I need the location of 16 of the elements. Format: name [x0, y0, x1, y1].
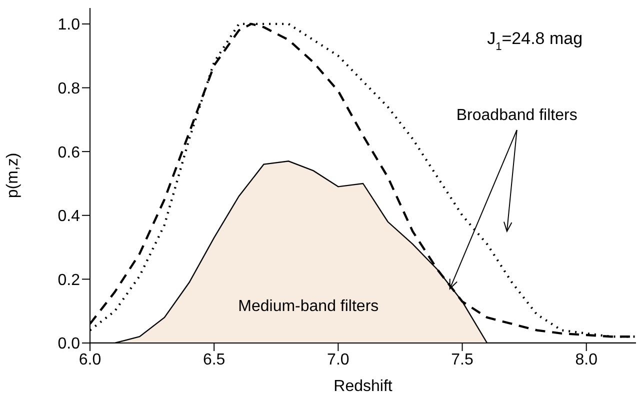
annotation: Medium-band filters	[238, 298, 379, 316]
annotation: J$_{1}$=24.8 mag	[487, 29, 583, 53]
y-tick-label: 0.4	[58, 208, 80, 226]
y-tick-label: 0.8	[58, 80, 80, 98]
x-axis-title: Redshift	[334, 378, 393, 395]
x-tick-label: 7.0	[327, 351, 350, 368]
y-tick-label: 1.0	[58, 16, 80, 34]
y-axis-title: p(m,z)	[4, 152, 22, 198]
x-tick-label: 8.0	[575, 351, 598, 368]
x-tick-label: 7.5	[451, 351, 474, 368]
annotation: Broadband filters	[456, 107, 578, 124]
y-tick-label: 0.0	[58, 336, 80, 353]
y-tick-label: 0.2	[58, 272, 80, 289]
y-tick-label: 0.6	[58, 144, 80, 162]
x-tick-label: 6.5	[202, 351, 226, 368]
x-tick-label: 6.0	[78, 351, 102, 368]
